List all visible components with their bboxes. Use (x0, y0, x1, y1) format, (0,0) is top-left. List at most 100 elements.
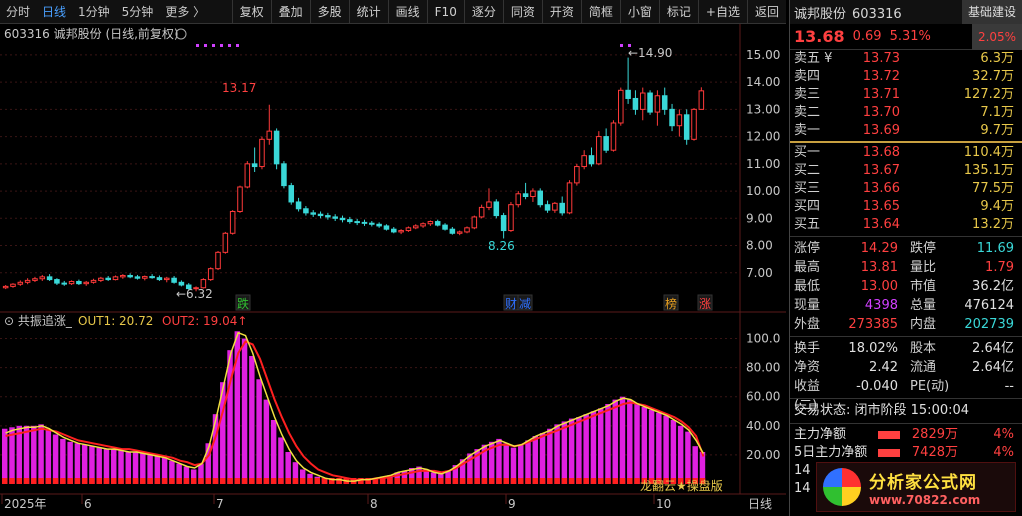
ask-row[interactable]: 卖一 13.69 9.7万 (790, 122, 1022, 140)
candle-body (354, 221, 360, 224)
ask-price: 13.70 (862, 105, 900, 120)
indicator-base-bar (554, 478, 560, 484)
period-tab[interactable]: 日线 (42, 4, 67, 19)
ask-row[interactable]: 卖五 ¥ 13.73 6.3万 (790, 50, 1022, 68)
ask-row[interactable]: 卖四 13.72 32.7万 (790, 68, 1022, 86)
indicator-bar (532, 436, 539, 484)
sector-tab[interactable]: 基础建设 (961, 0, 1022, 24)
period-tab[interactable]: 更多 〉 (165, 4, 206, 19)
indicator-base-bar (154, 478, 161, 484)
ask-row[interactable]: 卖三 13.71 127.2万 (790, 86, 1022, 104)
period-tab[interactable]: 分时 (6, 4, 31, 19)
stat-row: 收益(二) -0.040 PE(动) -- (790, 377, 1022, 413)
stat-row: 最低 13.00 市值 36.2亿 (790, 277, 1022, 296)
indicator-base-bar (67, 478, 73, 484)
toolbar-button[interactable]: 复权 (231, 0, 271, 24)
bid-label: 买一 (794, 145, 821, 160)
price-tick: 13.00 (746, 102, 780, 116)
indicator-base-bar (699, 478, 706, 484)
extra-row: 14 (794, 481, 811, 496)
toolbar-button[interactable]: 标记 (658, 0, 698, 24)
indicator-base-bar (685, 478, 691, 484)
event-marker: 跌 (237, 296, 249, 311)
bid-row[interactable]: 买四 13.65 9.4万 (790, 198, 1022, 216)
stat-value: 4398 (864, 298, 898, 313)
indicator-bar (597, 408, 604, 484)
indicator-bar (60, 438, 66, 484)
indicator-bar (692, 446, 698, 484)
toolbar-button[interactable]: 返回 (746, 0, 786, 24)
stat-label: PE(动) (910, 379, 950, 394)
indicator-base-bar (205, 478, 211, 484)
signal-dot (236, 44, 239, 47)
indicator-bar (547, 428, 553, 484)
indicator-tick: 20.00 (746, 448, 780, 462)
toolbar-button[interactable]: 同资 (502, 0, 542, 24)
toolbar-button[interactable]: 开资 (541, 0, 581, 24)
chart-title: 603316 诚邦股份 (日线,前复权) (4, 26, 179, 41)
stat-row: 净资 2.42 流通 2.64亿 (790, 358, 1022, 377)
sector-change-badge[interactable]: 2.05% (972, 23, 1022, 50)
indicator-base-bar (52, 478, 59, 484)
event-marker-box (663, 294, 679, 311)
time-label: 8 (370, 497, 378, 511)
bid-row[interactable]: 买一 13.68 110.4万 (790, 144, 1022, 162)
signal-dot (196, 44, 199, 47)
indicator-base-bar (409, 478, 415, 484)
toolbar-button[interactable]: 画线 (387, 0, 427, 24)
indicator-base-bar (249, 478, 255, 484)
toolbar-button[interactable]: 统计 (348, 0, 388, 24)
stat-row: 涨停 14.29 跌停 11.69 (790, 239, 1022, 258)
indicator-bar (256, 379, 262, 484)
logo-url: www.70822.com (869, 492, 981, 507)
bid-row[interactable]: 买二 13.67 135.1万 (790, 162, 1022, 180)
toolbar-button[interactable]: +自选 (697, 0, 747, 24)
indicator-tick: 60.00 (746, 390, 780, 404)
divider (790, 336, 1022, 337)
divider (790, 423, 1022, 424)
stat-row: 现量 4398 总量 476124 (790, 296, 1022, 315)
price-tick: 9.00 (746, 211, 773, 225)
capital-flow-row: 5日主力净额 7428万 4% (790, 444, 1022, 462)
stat-value: 2.42 (869, 360, 898, 375)
toolbar-button[interactable]: 简框 (580, 0, 620, 24)
toolbar-button[interactable]: 叠加 (270, 0, 310, 24)
candle-body (310, 212, 316, 215)
toolbar-button[interactable]: F10 (426, 0, 464, 24)
indicator-base-bar (169, 478, 175, 484)
toolbar-button[interactable]: 多股 (309, 0, 349, 24)
period-tab[interactable]: 5分钟 (121, 4, 154, 19)
time-label: 6 (84, 497, 92, 511)
stat-value: 2.64亿 (972, 360, 1014, 375)
indicator-base-bar (677, 478, 684, 484)
bid-row[interactable]: 买三 13.66 77.5万 (790, 180, 1022, 198)
ask-row[interactable]: 卖二 13.70 7.1万 (790, 104, 1022, 122)
candle-body (295, 201, 302, 210)
bid-volume: 77.5万 (972, 181, 1014, 196)
indicator-base-bar (132, 478, 139, 484)
stat-label: 最高 (794, 260, 821, 275)
indicator-name: ⊙ 共振追涨_ (4, 313, 73, 328)
peak-price-label: ←14.90 (628, 46, 672, 60)
bid-row[interactable]: 买五 13.64 13.2万 (790, 216, 1022, 234)
stat-row: 最高 13.81 量比 1.79 (790, 258, 1022, 277)
bid-label: 买二 (794, 163, 821, 178)
toolbar-button[interactable]: 逐分 (463, 0, 503, 24)
candle-body (244, 163, 251, 188)
indicator-base-bar (474, 478, 480, 484)
indicator-bar (292, 462, 299, 484)
indicator-base-bar (125, 478, 132, 484)
indicator-watermark: 龙翻云★操盘版 (640, 478, 723, 493)
chart-area[interactable]: 603316 诚邦股份 (日线,前复权) 15.00 14.00 13.00 12.00… (0, 24, 786, 516)
indicator-base-bar (561, 478, 568, 484)
candle-body (442, 224, 448, 230)
candle-body (632, 97, 639, 110)
indicator-bar (81, 444, 88, 484)
indicator-base-bar (503, 478, 509, 484)
toolbar-button[interactable]: 小窗 (619, 0, 659, 24)
period-tab[interactable]: 1分钟 (78, 4, 110, 19)
indicator-base-bar (81, 478, 88, 484)
stat-value: 2.64亿 (972, 341, 1014, 356)
candle-body (10, 283, 16, 287)
stats-table-2: 换手 18.02% 股本 2.64亿 净资 2.42 流通 2.64亿 收益(二) -0.040 P… (790, 339, 1022, 413)
